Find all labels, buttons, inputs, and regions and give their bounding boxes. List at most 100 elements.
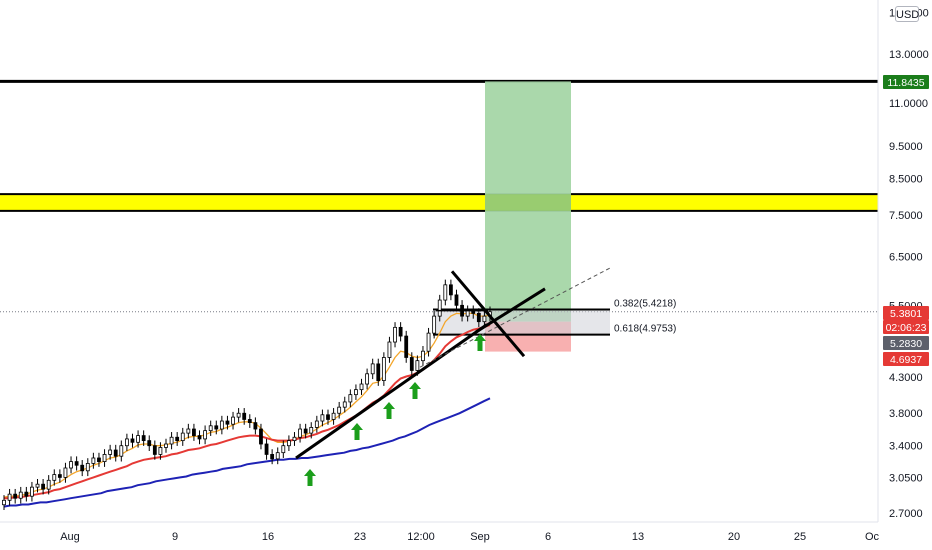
- y-tick-label: 6.5000: [889, 252, 923, 264]
- candle-body-2: [13, 493, 18, 499]
- y-tick-label: 8.5000: [889, 173, 923, 185]
- candle-body-14: [80, 464, 85, 472]
- fib-label-1: 0.618(4.9753): [614, 324, 676, 335]
- candle-body-26: [147, 440, 152, 447]
- arrow-up-icon: [474, 334, 486, 351]
- currency-unit-badge[interactable]: USD: [895, 6, 919, 22]
- candle-body-6: [35, 483, 40, 488]
- ma-line-1: [4, 324, 491, 500]
- candle-body-61: [342, 401, 347, 408]
- candle-body-69: [387, 341, 392, 358]
- candle-body-63: [354, 389, 358, 396]
- candle-body-60: [337, 406, 342, 414]
- candle-body-79: [443, 284, 448, 301]
- candle-body-50: [281, 445, 286, 454]
- candle-body-86: [482, 315, 487, 323]
- candle-body-71: [398, 326, 403, 337]
- candle-body-52: [292, 436, 297, 442]
- candle-body-68: [381, 357, 386, 381]
- candle-body-0: [2, 499, 6, 506]
- candle-body-64: [359, 383, 364, 391]
- ma-line-2: [3, 397, 491, 508]
- candle-body-67: [376, 363, 381, 381]
- arrows-layer: [304, 334, 486, 486]
- candle-body-56: [314, 420, 319, 428]
- candle-body-5: [30, 486, 34, 497]
- candle-body-11: [63, 467, 68, 478]
- candle-body-17: [97, 457, 101, 462]
- y-tick-label: 3.4000: [889, 441, 923, 453]
- candle-body-4: [24, 491, 29, 497]
- candle-body-37: [208, 425, 213, 432]
- arrow-up-icon: [304, 469, 316, 486]
- candle-body-22: [124, 438, 129, 447]
- price-tag-label: 02:06:23: [886, 322, 927, 334]
- candle-body-8: [46, 479, 51, 490]
- candle-body-9: [52, 474, 57, 481]
- price-tag-label: 4.6937: [890, 354, 922, 366]
- y-tick-label: 7.5000: [889, 210, 923, 222]
- x-tick-label: Oc: [865, 531, 880, 543]
- candle-body-21: [119, 445, 124, 457]
- candle-body-85: [476, 312, 481, 323]
- fib-label-0: 0.382(5.4218): [614, 299, 676, 310]
- y-tick-label: 13.0000: [889, 49, 929, 61]
- candle-body-65: [365, 373, 370, 385]
- x-tick-label: Sep: [470, 531, 490, 543]
- candle-body-16: [91, 457, 96, 464]
- candle-body-43: [242, 412, 247, 420]
- x-tick-label: 20: [728, 531, 740, 543]
- candle-body-75: [421, 350, 425, 362]
- candle-body-1: [7, 493, 12, 501]
- candle-body-34: [192, 428, 196, 436]
- candle-body-72: [404, 335, 409, 358]
- y-tick-label: 3.0500: [889, 472, 923, 484]
- candle-body-24: [136, 435, 140, 443]
- candle-body-23: [130, 438, 135, 443]
- candle-body-7: [41, 483, 46, 490]
- y-tick-label: 2.7000: [889, 508, 923, 520]
- candle-body-3: [18, 491, 23, 499]
- arrow-up-icon: [409, 382, 421, 399]
- candle-body-30: [169, 436, 174, 445]
- x-tick-label: 6: [545, 531, 551, 543]
- candle-body-48: [270, 454, 275, 460]
- candle-body-74: [415, 360, 420, 371]
- candle-body-77: [432, 315, 437, 334]
- price-tag-label: 11.8435: [887, 77, 924, 89]
- arrow-up-icon: [383, 402, 395, 419]
- x-tick-label: 9: [172, 531, 178, 543]
- candle-body-27: [152, 445, 157, 455]
- candle-body-33: [186, 428, 191, 434]
- candle-body-78: [437, 299, 442, 317]
- candle-body-80: [448, 284, 453, 296]
- candle-body-81: [454, 294, 459, 306]
- candle-body-18: [102, 454, 107, 462]
- candle-body-76: [426, 332, 431, 352]
- candle-body-51: [286, 440, 291, 447]
- x-tick-label: 23: [354, 531, 366, 543]
- arrow-up-icon: [351, 423, 363, 440]
- candle-body-20: [113, 449, 118, 457]
- price-tag-bg: [883, 306, 929, 320]
- candle-body-39: [219, 420, 224, 430]
- candle-body-38: [214, 425, 219, 430]
- cross-line-up: [475, 287, 546, 334]
- price-tag-bg: [883, 336, 929, 350]
- candle-body-35: [197, 435, 202, 440]
- candle-body-13: [74, 461, 79, 466]
- candle-body-10: [57, 474, 62, 478]
- candle-body-55: [309, 427, 314, 434]
- y-tick-label: 9.5000: [889, 141, 923, 153]
- cross-line-down: [450, 270, 526, 358]
- price-tag-label: 5.3801: [890, 308, 922, 320]
- candle-body-62: [348, 394, 353, 403]
- x-tick-label: 12:00: [407, 531, 435, 543]
- resistance-zone: [0, 194, 878, 211]
- y-tick-label: 11.0000: [889, 98, 928, 110]
- candle-body-36: [203, 430, 208, 440]
- candle-body-70: [393, 326, 397, 343]
- candle-body-19: [108, 449, 113, 455]
- candle-body-73: [409, 357, 414, 371]
